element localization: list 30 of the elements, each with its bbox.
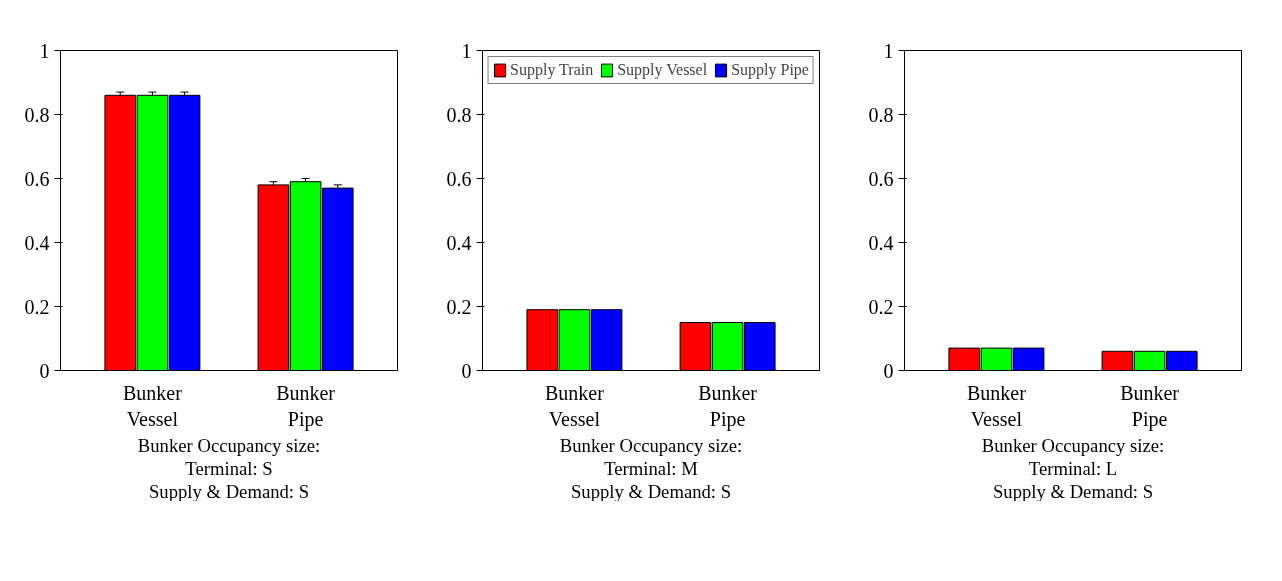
y-tick-label: 1	[39, 39, 50, 62]
legend-label: Supply Vessel	[617, 61, 708, 79]
y-tick-label: 0.2	[446, 295, 472, 318]
y-tick-label: 0.2	[868, 295, 894, 318]
y-tick-label: 0.2	[24, 295, 50, 318]
y-tick-label: 0.6	[868, 167, 894, 190]
y-tick-label: 0.8	[24, 103, 50, 126]
x-tick-label: Bunker Pipe	[698, 381, 758, 431]
y-tick-label: 0	[461, 359, 472, 382]
y-tick-label: 0	[883, 359, 894, 382]
y-tick-label: 0.6	[446, 167, 472, 190]
y-tick-label: 1	[461, 39, 472, 62]
y-tick-label: 1	[883, 39, 894, 62]
legend-label: Supply Pipe	[731, 61, 809, 79]
x-axis-title: Bunker Occupancy size: Terminal: L Supply & Demand: S	[981, 434, 1165, 502]
x-tick-label: Bunker Pipe	[1120, 381, 1180, 431]
x-tick-label: Bunker Vessel	[122, 381, 183, 430]
x-axis-title: Bunker Occupancy size: Terminal: S Supply & Demand: S	[137, 434, 321, 502]
x-tick-label: Bunker Pipe	[276, 381, 336, 431]
y-tick-label: 0.8	[868, 103, 894, 126]
x-tick-label: Bunker Vessel	[544, 381, 605, 430]
y-tick-label: 0.4	[24, 231, 50, 254]
y-tick-label: 0.8	[446, 103, 472, 126]
y-tick-label: 0	[39, 359, 50, 382]
y-tick-label: 0.6	[24, 167, 50, 190]
x-axis-title: Bunker Occupancy size: Terminal: M Supply & Demand: S	[559, 434, 743, 502]
y-tick-label: 0.4	[446, 231, 472, 254]
x-tick-label: Bunker Vessel	[966, 381, 1027, 430]
legend-label: Supply Train	[510, 61, 594, 79]
y-tick-label: 0.4	[868, 231, 894, 254]
